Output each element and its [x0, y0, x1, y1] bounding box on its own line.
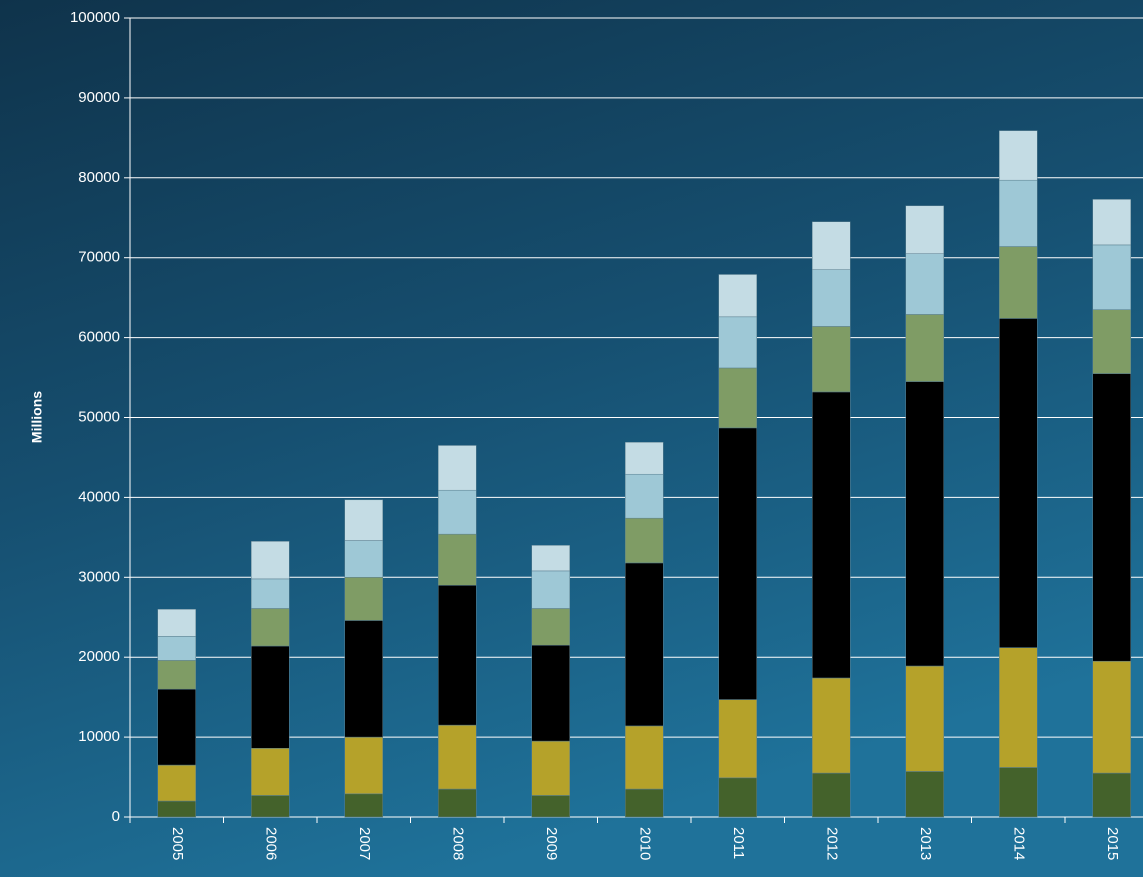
bar-segment	[1092, 309, 1131, 374]
bar-segment	[531, 608, 570, 646]
bar-segment	[344, 499, 383, 541]
x-tick-label: 2009	[543, 827, 560, 860]
x-tick-label: 2010	[636, 827, 653, 860]
bar-segment	[999, 179, 1038, 247]
bar-segment	[718, 316, 757, 369]
y-tick-label: 20000	[78, 648, 120, 665]
bar-segment	[251, 795, 290, 818]
bar-segment	[251, 578, 290, 609]
bar-segment	[438, 445, 477, 491]
y-tick-label: 50000	[78, 408, 120, 425]
y-tick-label: 30000	[78, 568, 120, 585]
bar-segment	[812, 677, 851, 774]
bar-segment	[625, 725, 664, 790]
bar-segment	[157, 609, 196, 637]
x-tick-label: 2012	[823, 827, 840, 860]
bar-segment	[438, 585, 477, 726]
bar-segment	[1092, 373, 1131, 662]
x-tick-label: 2008	[449, 827, 466, 860]
bar-segment	[251, 608, 290, 647]
bar-segment	[625, 562, 664, 727]
x-tick-label: 2006	[262, 827, 279, 860]
bar-segment	[251, 645, 290, 749]
bar-segment	[812, 772, 851, 818]
bar-segment	[905, 381, 944, 667]
bar-segment	[905, 253, 944, 315]
bar-segment	[344, 736, 383, 795]
bar-segment	[438, 724, 477, 790]
bar-segment	[812, 269, 851, 327]
x-tick-label: 2015	[1104, 827, 1121, 860]
x-tick-label: 2005	[169, 827, 186, 860]
y-tick-label: 80000	[78, 169, 120, 186]
bar-segment	[157, 764, 196, 802]
bar-segment	[1092, 244, 1131, 310]
y-tick-label: 100000	[70, 9, 120, 26]
y-tick-label: 90000	[78, 89, 120, 106]
bar-segment	[251, 748, 290, 796]
bar-segment	[531, 570, 570, 609]
bar-segment	[812, 326, 851, 393]
bar-segment	[625, 788, 664, 818]
bar-segment	[157, 800, 196, 818]
y-tick-label: 0	[112, 808, 120, 825]
bar-segment	[905, 665, 944, 772]
y-tick-label: 60000	[78, 329, 120, 346]
bar-segment	[718, 699, 757, 779]
bar-segment	[531, 644, 570, 742]
bar-segment	[438, 788, 477, 818]
y-tick-label: 70000	[78, 249, 120, 266]
bar-segment	[157, 636, 196, 661]
bar-segment	[999, 246, 1038, 319]
bar-segment	[905, 314, 944, 382]
x-tick-label: 2013	[917, 827, 934, 860]
bar-segment	[625, 473, 664, 519]
bar-segment	[718, 367, 757, 429]
bar-segment	[999, 767, 1038, 818]
bar-segment	[344, 793, 383, 818]
bar-segment	[905, 205, 944, 254]
x-tick-label: 2014	[1010, 827, 1027, 860]
bar-segment	[999, 130, 1038, 181]
x-tick-label: 2007	[356, 827, 373, 860]
bar-segment	[1092, 199, 1131, 246]
bar-segment	[344, 620, 383, 738]
bar-segment	[625, 517, 664, 564]
y-tick-label: 10000	[78, 728, 120, 745]
bar-segment	[531, 545, 570, 572]
y-tick-label: 40000	[78, 488, 120, 505]
y-axis-label: Millions	[29, 391, 45, 443]
x-tick-label: 2011	[730, 827, 747, 859]
bar-segment	[344, 577, 383, 621]
bar-segment	[251, 541, 290, 580]
bar-segment	[812, 391, 851, 679]
bar-segment	[718, 427, 757, 700]
bar-segment	[812, 221, 851, 270]
bar-segment	[344, 540, 383, 578]
bar-segment	[718, 274, 757, 318]
bar-segment	[1092, 660, 1131, 774]
bar-segment	[157, 660, 196, 690]
bar-segment	[438, 533, 477, 586]
bar-segment	[625, 442, 664, 475]
bar-segment	[718, 777, 757, 818]
bar-segment	[999, 647, 1038, 768]
bar-segment	[1092, 772, 1131, 818]
bar-segment	[531, 740, 570, 796]
bar-segment	[157, 688, 196, 766]
bar-segment	[531, 795, 570, 818]
bar-segment	[438, 489, 477, 535]
bar-segment	[999, 318, 1038, 648]
bar-segment	[905, 771, 944, 818]
